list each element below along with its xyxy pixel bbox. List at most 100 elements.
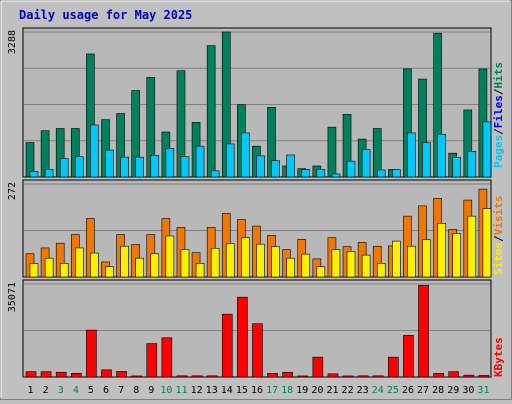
bar-pages-day-2 — [44, 169, 54, 178]
legend-entry-slash: / — [492, 88, 505, 95]
bar-sites-day-22 — [346, 251, 356, 278]
x-tick-label-day-4: 4 — [73, 385, 79, 396]
bar-kbytes-day-28 — [433, 372, 444, 378]
bar-kbytes-day-10 — [161, 337, 173, 378]
bar-kbytes-day-4 — [70, 372, 82, 378]
bar-sites-day-7 — [120, 245, 129, 278]
x-tick-label-day-2: 2 — [43, 385, 49, 396]
bar-pages-day-8 — [135, 156, 144, 178]
bar-pages-day-15 — [241, 132, 250, 178]
bar-kbytes-day-2 — [40, 371, 52, 378]
bar-kbytes-day-9 — [146, 343, 158, 378]
x-tick-label-day-18: 18 — [281, 385, 293, 396]
bar-kbytes-day-21 — [327, 373, 339, 378]
bar-kbytes-day-23 — [357, 375, 369, 378]
x-tick-label-day-8: 8 — [133, 385, 139, 396]
bar-sites-day-30 — [467, 215, 477, 278]
bar-sites-day-29 — [452, 233, 462, 278]
bar-sites-day-6 — [105, 266, 114, 278]
bar-pages-day-12 — [195, 145, 205, 178]
bar-kbytes-day-25 — [388, 356, 399, 378]
panel-1-ymax-label: 3288 — [7, 30, 18, 54]
legend-entry-visits: Visits — [492, 196, 505, 236]
chart-title: Daily usage for May 2025 — [19, 8, 192, 22]
bar-hits-day-13 — [206, 45, 216, 178]
bar-sites-day-28 — [437, 223, 446, 278]
x-tick-label-day-6: 6 — [103, 385, 109, 396]
legend-entry-sites: Sites — [492, 242, 505, 275]
bar-pages-day-9 — [150, 155, 160, 178]
legend-entry-files: Files — [492, 95, 505, 128]
legend-entry-pages: Pages — [492, 135, 505, 168]
bar-pages-day-30 — [467, 151, 477, 178]
bar-pages-day-26 — [407, 132, 416, 178]
x-tick-label-day-14: 14 — [221, 385, 233, 396]
legend-entry-hits: Hits — [492, 62, 505, 89]
bar-sites-day-25 — [392, 240, 401, 278]
x-tick-label-day-13: 13 — [206, 385, 218, 396]
bar-pages-day-31 — [482, 121, 492, 178]
bar-sites-day-8 — [135, 257, 144, 278]
x-tick-label-day-17: 17 — [266, 385, 278, 396]
bar-sites-day-11 — [180, 249, 190, 278]
bar-sites-day-21 — [331, 249, 341, 278]
bar-sites-day-2 — [44, 257, 54, 278]
bar-sites-day-16 — [256, 243, 265, 278]
bar-pages-day-10 — [165, 148, 175, 178]
bar-sites-day-3 — [59, 263, 69, 278]
legend-entry-kbytes: KBytes — [492, 337, 505, 377]
bar-pages-day-1 — [29, 170, 39, 178]
bar-kbytes-day-18 — [282, 371, 293, 378]
bar-kbytes-day-13 — [206, 375, 218, 378]
bar-kbytes-day-27 — [418, 284, 429, 378]
bar-sites-day-14 — [225, 243, 235, 278]
panel-2: 272 Sites/Visits — [7, 179, 505, 278]
x-tick-label-day-7: 7 — [118, 385, 124, 396]
x-tick-label-day-25: 25 — [387, 385, 399, 396]
bar-pages-day-17 — [271, 160, 280, 178]
panel-2-legend-label: Sites/Visits — [492, 196, 505, 276]
x-tick-label-day-22: 22 — [342, 385, 354, 396]
x-tick-label-day-21: 21 — [326, 385, 338, 396]
bar-kbytes-day-24 — [372, 375, 384, 378]
bar-pages-day-3 — [59, 158, 69, 178]
bar-pages-day-13 — [210, 170, 220, 178]
x-tick-label-day-30: 30 — [462, 385, 474, 396]
bar-kbytes-day-17 — [267, 372, 278, 378]
bar-sites-day-31 — [482, 208, 492, 278]
bar-pages-day-27 — [422, 142, 431, 178]
bar-pages-day-16 — [256, 155, 265, 178]
x-tick-label-day-10: 10 — [160, 385, 172, 396]
bar-sites-day-13 — [210, 247, 220, 278]
bar-pages-day-28 — [437, 133, 446, 178]
bar-kbytes-day-20 — [312, 356, 324, 378]
bar-kbytes-day-6 — [101, 369, 112, 378]
bar-pages-day-5 — [90, 124, 99, 178]
bar-kbytes-day-29 — [448, 371, 460, 378]
x-tick-label-day-9: 9 — [148, 385, 154, 396]
x-tick-label-day-19: 19 — [296, 385, 308, 396]
bar-kbytes-day-30 — [463, 374, 475, 378]
panel-1-legend-label: Pages/Files/Hits — [492, 62, 505, 168]
x-tick-label-day-15: 15 — [236, 385, 248, 396]
bar-kbytes-day-12 — [191, 375, 203, 378]
bar-kbytes-day-16 — [252, 323, 263, 378]
x-tick-label-day-5: 5 — [88, 385, 94, 396]
x-axis-labels: 1 2 3 4 5 6 7 8 9 10 11 12 13 14 15 16 17 18 19 20 21 22 23 24 2… — [28, 385, 490, 396]
bar-sites-day-17 — [271, 246, 280, 278]
bar-pages-day-6 — [105, 149, 114, 178]
bar-kbytes-day-3 — [55, 371, 67, 378]
bar-kbytes-day-8 — [131, 375, 142, 378]
bar-sites-day-26 — [407, 245, 416, 278]
panel-2-ymax-label: 272 — [7, 182, 18, 200]
bar-pages-day-14 — [225, 143, 235, 178]
x-tick-label-day-24: 24 — [372, 385, 384, 396]
legend-entry-slash: / — [492, 235, 505, 242]
bar-sites-day-1 — [29, 263, 39, 278]
bar-pages-day-20 — [316, 169, 326, 178]
bar-sites-day-24 — [376, 263, 386, 278]
x-tick-label-day-3: 3 — [58, 385, 64, 396]
x-tick-label-day-28: 28 — [432, 385, 444, 396]
x-tick-label-day-1: 1 — [28, 385, 34, 396]
